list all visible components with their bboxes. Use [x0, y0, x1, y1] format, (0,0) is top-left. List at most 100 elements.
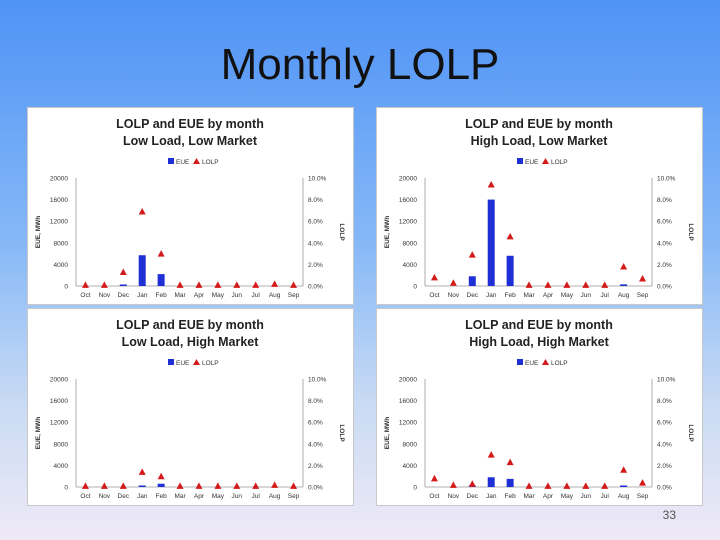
y-tick-label: 0	[64, 284, 68, 291]
eue-bar	[487, 199, 495, 286]
x-tick-label: May	[212, 292, 225, 299]
y2-tick-label: 8.0%	[657, 197, 672, 204]
lolp-marker	[449, 481, 457, 488]
x-tick-label: Sep	[288, 292, 300, 299]
y2-tick-label: 6.0%	[657, 420, 672, 427]
lolp-marker	[449, 279, 457, 286]
chart-title: LOLP and EUE by month	[465, 117, 613, 131]
lolp-marker	[195, 482, 203, 489]
legend-swatch-lolp	[193, 158, 200, 164]
x-tick-label: Apr	[194, 292, 205, 299]
y-axis-label: EUE, MWh	[35, 417, 42, 450]
legend-label-eue: EUE	[176, 360, 190, 367]
y-tick-label: 12000	[50, 219, 68, 226]
x-tick-label: Jan	[486, 292, 497, 299]
chart-subtitle: High Load, High Market	[469, 335, 609, 349]
legend-label-eue: EUE	[525, 360, 539, 367]
lolp-marker	[119, 268, 127, 275]
y-tick-label: 4000	[54, 463, 69, 470]
lolp-marker	[487, 180, 495, 188]
legend-label-lolp: LOLP	[551, 159, 568, 166]
x-tick-label: Sep	[637, 493, 649, 500]
y-axis-label: EUE, MWh	[384, 417, 391, 450]
x-tick-label: Aug	[269, 493, 281, 500]
lolp-marker	[582, 482, 590, 489]
x-tick-label: Aug	[269, 292, 281, 299]
chart-subtitle: Low Load, High Market	[122, 335, 260, 349]
x-tick-label: Jul	[252, 292, 261, 299]
y2-tick-label: 6.0%	[657, 219, 672, 226]
chart-subtitle: Low Load, Low Market	[123, 134, 258, 148]
slide-title: Monthly LOLP	[220, 40, 500, 89]
x-tick-label: Oct	[80, 292, 90, 299]
y2-tick-label: 4.0%	[657, 441, 672, 448]
eue-bar	[157, 274, 165, 286]
x-tick-label: Mar	[174, 292, 186, 299]
y2-axis-label: LOLP	[687, 424, 694, 442]
chart-panel-low-load-low-market: LOLP and EUE by month Low Load, Low Marke…	[27, 107, 354, 305]
lolp-marker	[290, 482, 298, 489]
y2-tick-label: 4.0%	[657, 240, 672, 247]
lolp-marker	[100, 281, 108, 288]
x-tick-label: May	[212, 493, 225, 500]
chart-panel-high-load-high-market: LOLP and EUE by month High Load, High Mar…	[376, 308, 703, 506]
y-tick-label: 12000	[399, 219, 417, 226]
page-number: 33	[662, 508, 676, 522]
lolp-marker	[138, 207, 146, 215]
x-tick-label: Oct	[429, 292, 439, 299]
x-tick-label: Feb	[505, 493, 517, 500]
y-axis-label: EUE, MWh	[384, 216, 391, 249]
legend-label-lolp: LOLP	[202, 360, 219, 367]
lolp-marker	[620, 263, 628, 270]
lolp-marker	[157, 472, 165, 480]
y-tick-label: 0	[64, 485, 68, 492]
chart-title: LOLP and EUE by month	[116, 117, 264, 131]
chart-high-load-low-market: LOLP and EUE by month High Load, Low Mark…	[384, 117, 694, 299]
x-tick-label: Dec	[118, 493, 130, 500]
y-tick-label: 20000	[50, 377, 68, 384]
lolp-marker	[233, 281, 241, 288]
y2-tick-label: 0.0%	[657, 485, 672, 492]
chart-panel-high-load-low-market: LOLP and EUE by month High Load, Low Mark…	[376, 107, 703, 305]
chart-subtitle: High Load, Low Market	[471, 134, 609, 148]
lolp-marker	[620, 466, 628, 473]
lolp-marker	[544, 482, 552, 489]
y2-axis-label: LOLP	[338, 424, 345, 442]
lolp-marker	[214, 281, 222, 288]
chart-low-load-high-market: LOLP and EUE by month Low Load, High Mark…	[35, 318, 345, 500]
x-tick-label: Nov	[448, 292, 460, 299]
x-tick-label: Apr	[543, 493, 554, 500]
lolp-marker	[639, 274, 647, 282]
x-tick-label: Jan	[137, 292, 148, 299]
y-tick-label: 0	[413, 284, 417, 291]
lolp-marker	[252, 281, 260, 288]
y2-tick-label: 2.0%	[308, 262, 323, 269]
y2-tick-label: 8.0%	[308, 398, 323, 405]
y-tick-label: 16000	[50, 197, 68, 204]
x-tick-label: May	[561, 292, 574, 299]
lolp-marker	[468, 480, 476, 487]
lolp-marker	[176, 281, 184, 288]
x-tick-label: Mar	[174, 493, 186, 500]
lolp-marker	[119, 482, 127, 489]
eue-bar	[506, 255, 514, 286]
y-tick-label: 8000	[54, 441, 69, 448]
lolp-marker	[506, 458, 514, 466]
lolp-marker	[430, 474, 438, 482]
y2-axis-label: LOLP	[687, 223, 694, 241]
eue-bar	[138, 485, 146, 487]
y2-axis-label: LOLP	[338, 223, 345, 241]
y2-tick-label: 2.0%	[308, 463, 323, 470]
y2-tick-label: 4.0%	[308, 441, 323, 448]
y-tick-label: 12000	[50, 420, 68, 427]
chart-panel-low-load-high-market: LOLP and EUE by month Low Load, High Mark…	[27, 308, 354, 506]
x-tick-label: Nov	[448, 493, 460, 500]
x-tick-label: Feb	[505, 292, 517, 299]
y-tick-label: 16000	[399, 197, 417, 204]
y2-tick-label: 0.0%	[308, 284, 323, 291]
y2-tick-label: 10.0%	[657, 176, 676, 183]
x-tick-label: Feb	[156, 292, 168, 299]
x-tick-label: Aug	[618, 493, 630, 500]
x-tick-label: Jan	[486, 493, 497, 500]
eue-bar	[119, 284, 127, 286]
